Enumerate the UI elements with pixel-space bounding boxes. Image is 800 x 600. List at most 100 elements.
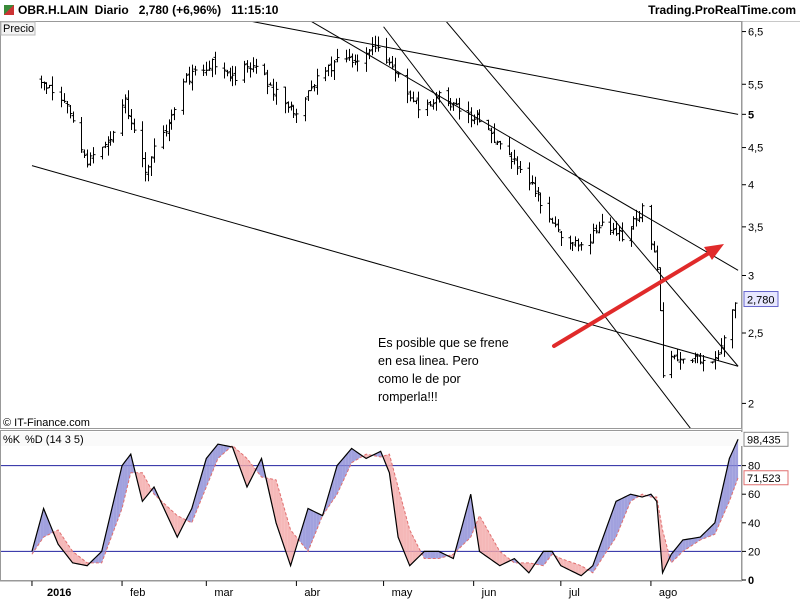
stoch-fill-segment [331, 475, 335, 503]
stoch-fill-segment [578, 564, 582, 576]
stoch-fill-segment [351, 448, 355, 463]
time-tick-label: abr [304, 587, 320, 599]
stoch-fill-segment [488, 530, 492, 560]
time-tick-label: may [392, 587, 413, 599]
stoch-fill-segment [665, 540, 669, 567]
arrow-shaft [552, 248, 716, 348]
stoch-tick-label: 0 [748, 575, 754, 587]
stoch-fill-segment [499, 551, 503, 566]
time-tick-label: jul [568, 587, 580, 599]
time-tick-label: jun [481, 587, 497, 599]
last-price-label: 2,780 [747, 295, 775, 307]
trendlines [31, 22, 739, 428]
stoch-fill-segment [145, 478, 149, 498]
stoch-fill-segment [180, 517, 184, 532]
stoch-fill-segment [528, 562, 532, 573]
stoch-tick-label: 20 [748, 546, 760, 558]
stoch-fill-segment [560, 558, 564, 568]
stoch-fill-segment [278, 489, 282, 540]
stoch-fill-segment [247, 458, 250, 488]
stoch-fill-segment [494, 541, 497, 564]
stoch-fill-segment [720, 484, 724, 522]
stoch-fill-segment [459, 526, 463, 549]
stoch-fill-segment [685, 539, 689, 550]
stoch-fill-segment [328, 485, 332, 508]
stoch-fill-segment [348, 448, 352, 470]
price-tick-label: 2 [748, 398, 754, 410]
stoch-fill-segment [633, 494, 637, 500]
stoch-fill-segment [607, 517, 611, 551]
stoch-fill-segment [168, 507, 172, 525]
stoch-fill-segment [572, 562, 576, 573]
k-value-box [743, 431, 789, 447]
trendline [311, 22, 739, 271]
stoch-fill-segment [313, 511, 317, 538]
stoch-fill-segment [610, 509, 614, 547]
credit-label: © IT-Finance.com [3, 417, 90, 429]
stoch-fill-segment [688, 538, 692, 548]
annotation-line: como le de por [378, 372, 461, 386]
trendline [31, 165, 739, 367]
stoch-fill-segment [78, 555, 82, 565]
stoch-fill-segment [627, 494, 631, 509]
stochastic-panel-frame [0, 430, 742, 581]
stoch-fill-segment [406, 519, 410, 566]
stoch-fill-segment [401, 497, 404, 552]
stoch-fill-segment [284, 509, 288, 558]
price-tick-label: 4 [748, 180, 754, 192]
price-label: 2,780 (+6,96%) [138, 3, 222, 17]
stoch-fill-segment [470, 494, 474, 538]
stoch-fill-segment [139, 472, 143, 502]
stoch-fill-segment [206, 454, 210, 488]
stoch-fill-segment [148, 483, 152, 495]
price-tick-label: 2,5 [748, 328, 763, 340]
header-title: OBR.H.LAIN Diario 2,780 (+6,96%) 11:15:1… [4, 3, 278, 17]
stoch-fill-segment [537, 555, 541, 566]
stoch-fill-segment [43, 508, 47, 538]
instrument-icon [4, 5, 14, 15]
stoch-fill-segment [435, 551, 439, 559]
stoch-fill-segment [316, 512, 320, 530]
stoch-fill-segment [119, 465, 123, 517]
stoch-label-band [1, 432, 743, 446]
stoch-fill-segment [305, 508, 309, 552]
stoch-fill-segment [427, 551, 431, 559]
stoch-fill-segment [682, 539, 686, 552]
stoch-fill-segment [618, 498, 622, 530]
stoch-fill-segment [569, 561, 573, 572]
stoch-fill-segment [37, 519, 41, 546]
stoch-fill-segment [354, 450, 358, 462]
period-label: Diario [94, 3, 129, 17]
stoch-fill-segment [482, 520, 486, 556]
time-label: 11:15:10 [231, 3, 279, 17]
stoch-fill-segment [281, 499, 285, 549]
stoch-fill-segment [624, 495, 628, 516]
stoch-fill-segment [188, 508, 192, 523]
stoch-fill-segment [616, 499, 619, 538]
price-tick-label: 6,5 [748, 27, 763, 39]
stoch-fill-segment [662, 529, 666, 573]
price-series [39, 35, 738, 379]
price-panel-frame [0, 21, 742, 429]
trendline [445, 22, 739, 367]
time-tick-label: feb [130, 587, 145, 599]
stoch-fill-segment [392, 465, 396, 516]
stoch-fill-segment [75, 553, 79, 564]
stoch-fill-segment [194, 488, 198, 516]
stoch-fill-segment [165, 504, 169, 519]
stoch-fill-segment [34, 529, 38, 550]
trendline [252, 22, 739, 115]
stoch-fill-segment [430, 551, 433, 559]
stoch-fill-segment [546, 551, 550, 562]
stoch-fill [31, 439, 739, 576]
stoch-fill-segment [46, 515, 50, 536]
symbol-label: OBR.H.LAIN [18, 3, 88, 17]
stoch-fill-segment [479, 515, 483, 554]
stoch-fill-segment [223, 445, 227, 454]
price-tick-label: 4,5 [748, 143, 763, 155]
arrow-head [704, 244, 724, 260]
stoch-fill-segment [395, 476, 399, 538]
stoch-fill-segment [127, 454, 131, 485]
annotation-line: en esa linea. Pero [378, 354, 479, 368]
